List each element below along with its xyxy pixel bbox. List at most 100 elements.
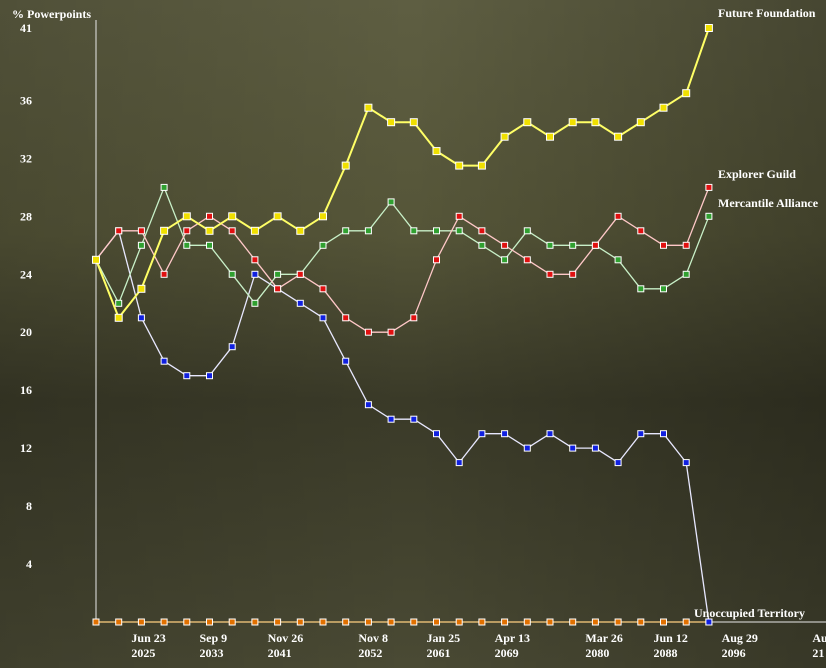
data-point xyxy=(637,285,645,293)
data-point xyxy=(568,118,577,127)
data-point xyxy=(160,270,168,278)
data-point xyxy=(205,226,214,235)
data-point xyxy=(342,314,350,322)
data-point xyxy=(477,161,486,170)
data-point xyxy=(410,314,418,322)
data-point xyxy=(433,256,440,264)
data-point xyxy=(432,147,441,156)
data-point xyxy=(319,285,327,293)
data-point xyxy=(387,198,395,206)
data-point xyxy=(660,285,667,293)
x-tick-label: Jun 23 xyxy=(131,631,165,645)
data-point xyxy=(433,430,440,438)
data-point xyxy=(319,314,327,322)
data-point xyxy=(160,618,168,626)
data-point xyxy=(682,89,691,98)
data-point xyxy=(274,618,282,626)
data-point xyxy=(546,132,554,141)
data-point xyxy=(523,618,531,626)
data-point xyxy=(137,618,145,626)
data-point xyxy=(501,241,509,249)
data-point xyxy=(501,430,509,438)
x-tick-label: 2088 xyxy=(654,646,678,660)
series-line-future-foundation xyxy=(95,27,710,319)
data-point xyxy=(137,241,145,249)
data-point xyxy=(523,444,531,452)
data-point xyxy=(478,430,486,438)
data-point xyxy=(660,618,667,626)
y-tick-label: 8 xyxy=(26,499,32,513)
data-point xyxy=(228,212,237,221)
data-point xyxy=(591,444,599,452)
data-point xyxy=(682,618,690,626)
data-point xyxy=(478,618,486,626)
data-point xyxy=(92,618,100,626)
data-point xyxy=(659,103,668,112)
y-tick-label: 4 xyxy=(26,557,32,571)
data-point xyxy=(637,430,645,438)
data-point xyxy=(364,618,372,626)
series-label-mercantile-alliance: Mercantile Alliance xyxy=(718,196,819,210)
data-point xyxy=(182,212,191,221)
y-axis-title: % Powerpoints xyxy=(12,7,91,21)
data-point xyxy=(614,459,622,467)
data-point xyxy=(115,227,123,235)
x-tick-label: Aug 29 xyxy=(722,631,758,645)
series-label-explorer-guild: Explorer Guild xyxy=(718,167,796,181)
data-point xyxy=(455,227,463,235)
y-tick-label: 16 xyxy=(20,383,32,397)
data-point xyxy=(319,618,327,626)
data-point xyxy=(251,270,259,278)
data-point xyxy=(682,270,690,278)
data-point xyxy=(274,285,282,293)
data-point xyxy=(341,161,350,170)
data-point xyxy=(183,241,191,249)
data-point xyxy=(523,227,531,235)
data-point xyxy=(546,618,554,626)
data-point xyxy=(660,241,667,249)
data-point xyxy=(478,241,486,249)
series-lines xyxy=(92,24,713,626)
x-tick-label: Nov 8 xyxy=(358,631,388,645)
data-point xyxy=(183,618,191,626)
data-point xyxy=(455,618,463,626)
data-point xyxy=(274,270,282,278)
data-point xyxy=(183,227,191,235)
data-point xyxy=(115,299,123,307)
data-point xyxy=(591,241,599,249)
data-point xyxy=(410,415,418,423)
x-tick-label: 21 xyxy=(812,646,824,660)
x-tick-label: Mar 26 xyxy=(585,631,622,645)
y-ticks: 4 8 12 16 20 24 28 32 36 41 xyxy=(20,21,32,571)
data-point xyxy=(364,328,372,336)
data-point xyxy=(160,183,168,191)
x-tick-label: Jan 25 xyxy=(427,631,461,645)
data-point xyxy=(500,132,509,141)
x-tick-label: 2041 xyxy=(268,646,292,660)
data-point xyxy=(546,430,554,438)
x-tick-label: 2033 xyxy=(200,646,224,660)
series-label-unoccupied-territory: Unoccupied Territory xyxy=(694,606,805,620)
x-tick-label: 2069 xyxy=(495,646,519,660)
data-point xyxy=(206,372,213,380)
data-point xyxy=(682,459,690,467)
data-point xyxy=(273,212,282,221)
y-tick-label: 24 xyxy=(20,267,32,281)
data-point xyxy=(433,227,440,235)
x-tick-label: 2080 xyxy=(585,646,609,660)
data-point xyxy=(704,24,713,32)
data-point xyxy=(115,618,123,626)
data-point xyxy=(92,255,100,264)
data-point xyxy=(137,284,146,293)
data-point xyxy=(546,270,554,278)
data-point xyxy=(296,270,304,278)
data-point xyxy=(433,618,440,626)
series-line-unlabeled xyxy=(95,230,710,623)
data-point xyxy=(569,241,577,249)
data-point xyxy=(364,227,372,235)
data-point xyxy=(523,256,531,264)
data-point xyxy=(614,212,622,220)
data-point xyxy=(569,270,577,278)
data-point xyxy=(546,241,554,249)
